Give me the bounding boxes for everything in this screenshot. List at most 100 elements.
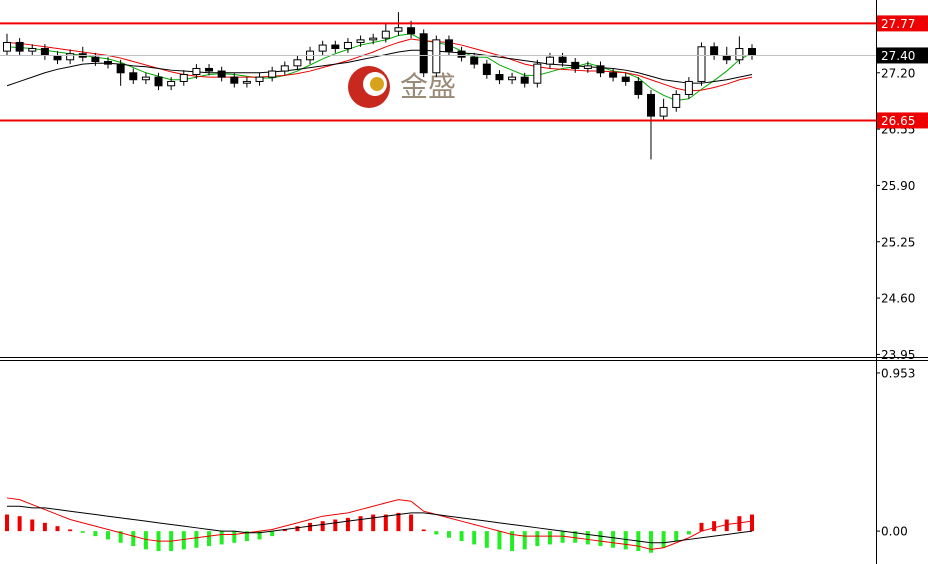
candle-body bbox=[583, 65, 592, 69]
watermark-logo bbox=[348, 66, 390, 108]
macd-line bbox=[6, 497, 753, 550]
candle-body bbox=[53, 54, 62, 61]
candle-body bbox=[520, 76, 529, 84]
candle-body bbox=[141, 76, 150, 81]
candle-body bbox=[356, 39, 365, 43]
price-level-tag bbox=[877, 15, 928, 32]
candle-body bbox=[381, 30, 390, 39]
price-level-label: 27.40 bbox=[881, 49, 915, 63]
candle-body bbox=[28, 48, 37, 52]
macd-bar bbox=[257, 531, 262, 540]
candle-body bbox=[697, 46, 706, 82]
candle-body bbox=[508, 76, 517, 81]
candle-body bbox=[268, 70, 277, 78]
macd-bar bbox=[623, 531, 628, 550]
candle-body bbox=[748, 48, 756, 56]
macd-bar bbox=[17, 516, 22, 532]
y-tick-label: 0.953 bbox=[881, 366, 915, 380]
candle-body bbox=[634, 80, 643, 95]
macd-bar bbox=[181, 531, 186, 550]
macd-bar bbox=[270, 531, 275, 537]
watermark: 金盛 bbox=[400, 70, 456, 103]
macd-line bbox=[7, 505, 753, 544]
macd-bar bbox=[421, 529, 426, 532]
candle-body bbox=[217, 70, 226, 78]
candle-body bbox=[533, 63, 542, 84]
macd-bar bbox=[383, 514, 388, 532]
candle-body bbox=[470, 56, 479, 65]
macd-bar bbox=[55, 526, 60, 532]
candle-body bbox=[596, 65, 605, 74]
macd-bar bbox=[68, 529, 73, 532]
macd-bar bbox=[497, 531, 502, 550]
macd-bar bbox=[737, 516, 742, 532]
macd-bar bbox=[585, 531, 590, 545]
candle-body bbox=[444, 39, 453, 52]
macd-bar bbox=[106, 531, 111, 540]
price-level-tag bbox=[877, 47, 928, 64]
macd-bar bbox=[459, 531, 464, 542]
macd-bar bbox=[484, 531, 489, 548]
candle-body bbox=[15, 41, 24, 52]
macd-bar bbox=[345, 517, 350, 532]
candle-body bbox=[154, 76, 163, 87]
candle-body bbox=[722, 54, 731, 61]
candle-body bbox=[318, 44, 327, 52]
price-level-label: 26.65 bbox=[881, 114, 915, 128]
y-tick-label: 24.60 bbox=[881, 292, 915, 306]
candle-body bbox=[735, 48, 744, 61]
macd-bar bbox=[232, 531, 237, 543]
candle-body bbox=[710, 46, 719, 56]
macd-bar bbox=[282, 529, 287, 532]
candle-body bbox=[3, 41, 11, 52]
macd-bar bbox=[131, 531, 136, 547]
macd-bar bbox=[699, 522, 704, 532]
candle-body bbox=[419, 33, 428, 74]
candle-body bbox=[116, 63, 125, 74]
moving-average bbox=[6, 38, 753, 92]
candle-body bbox=[331, 44, 340, 50]
candle-body bbox=[230, 76, 239, 84]
candle-body bbox=[495, 74, 504, 81]
candle-body bbox=[167, 80, 176, 87]
macd-bar bbox=[661, 531, 666, 548]
macd-bar bbox=[547, 531, 552, 545]
macd-bar bbox=[598, 531, 603, 547]
y-tick-label: 25.25 bbox=[881, 235, 915, 249]
macd-bar bbox=[573, 531, 578, 543]
macd-bar bbox=[396, 512, 401, 532]
candle-body bbox=[192, 67, 201, 76]
candle-body bbox=[91, 56, 100, 63]
macd-bar bbox=[30, 519, 35, 532]
macd-bar bbox=[93, 531, 98, 537]
candle-body bbox=[66, 53, 75, 61]
price-level-tag bbox=[877, 112, 928, 129]
price-level-label: 27.77 bbox=[881, 17, 915, 31]
candle-body bbox=[482, 63, 491, 76]
candle-body bbox=[40, 48, 49, 56]
candle-body bbox=[280, 65, 289, 72]
candle-body bbox=[609, 72, 618, 78]
macd-bar bbox=[648, 531, 653, 553]
candle-body bbox=[407, 27, 416, 35]
y-tick-label: 0.00 bbox=[881, 525, 908, 539]
candle-body bbox=[343, 41, 352, 50]
macd-bar bbox=[446, 531, 451, 538]
macd-bar bbox=[535, 531, 540, 547]
macd-bar bbox=[358, 516, 363, 532]
macd-bar bbox=[560, 531, 565, 543]
macd-bar bbox=[472, 531, 477, 545]
macd-bar bbox=[143, 531, 148, 550]
macd-bar bbox=[194, 531, 199, 548]
macd-bar bbox=[712, 521, 717, 532]
candle-body bbox=[293, 59, 302, 67]
macd-bar bbox=[510, 531, 515, 552]
candle-body bbox=[457, 50, 466, 58]
macd-bar bbox=[522, 531, 527, 550]
candle-body bbox=[205, 67, 214, 72]
candle-body bbox=[394, 27, 403, 32]
candle-body bbox=[104, 61, 113, 65]
macd-bar bbox=[674, 531, 679, 542]
macd-bar bbox=[611, 531, 616, 548]
